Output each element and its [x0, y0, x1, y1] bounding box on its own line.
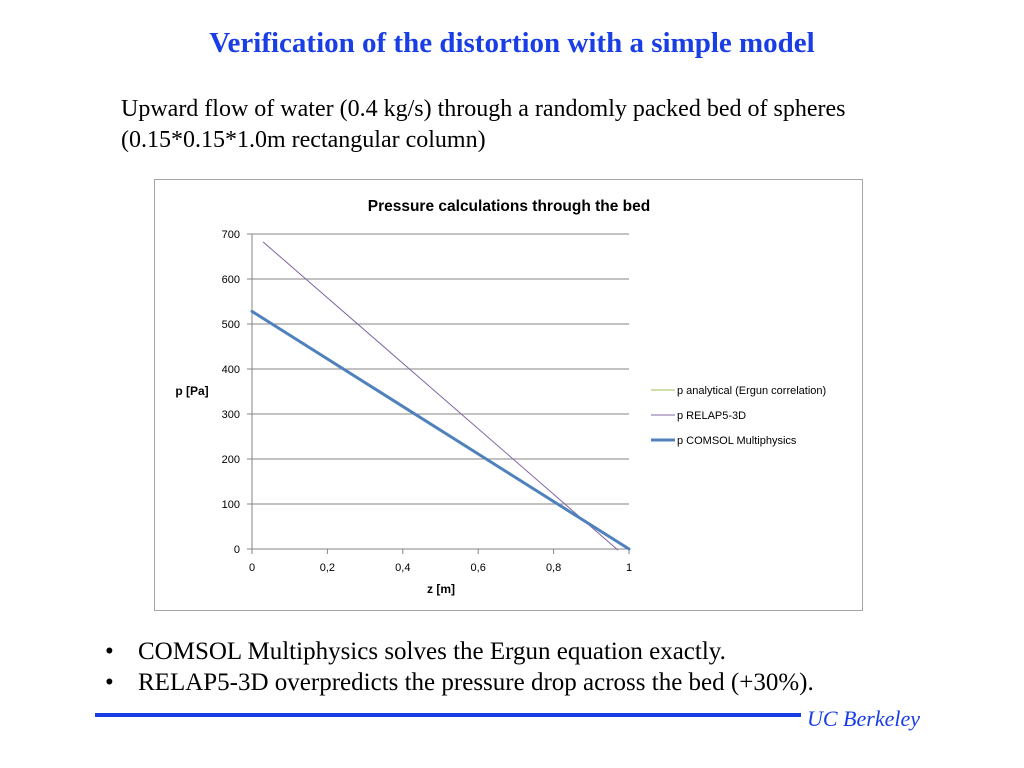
x-tick-label: 1	[626, 562, 632, 574]
bullet-text: RELAP5-3D overpredicts the pressure drop…	[138, 669, 814, 696]
x-tick-label: 0	[249, 562, 255, 574]
bullet-list: • COMSOL Multiphysics solves the Ergun e…	[105, 636, 814, 698]
series-layer	[250, 241, 631, 551]
series-line-2	[250, 309, 631, 551]
y-tick-label: 300	[222, 409, 240, 421]
x-tick-label: 0,8	[546, 562, 561, 574]
x-axis-label: z [m]	[427, 582, 455, 596]
footer-rule	[95, 713, 801, 717]
footer-brand: UC Berkeley	[807, 706, 920, 731]
y-tick-label: 700	[222, 229, 240, 241]
bullet-item: • COMSOL Multiphysics solves the Ergun e…	[105, 636, 814, 667]
chart-frame: Pressure calculations through the bed 0 10…	[154, 179, 863, 611]
x-tick-label: 0,6	[471, 562, 486, 574]
pressure-chart: Pressure calculations through the bed010…	[175, 198, 826, 596]
y-axis-label: p [Pa]	[175, 384, 208, 398]
axis-layer	[247, 233, 630, 554]
label-layer: Pressure calculations through the bed010…	[175, 198, 650, 596]
y-tick-label: 400	[222, 364, 240, 376]
chart-title: Pressure calculations through the bed	[368, 198, 651, 215]
legend-label: p COMSOL Multiphysics	[677, 435, 797, 447]
y-tick-label: 600	[222, 274, 240, 286]
bullet-symbol: •	[105, 638, 114, 665]
bullet-symbol: •	[105, 669, 114, 696]
y-tick-label: 0	[234, 544, 240, 556]
legend-label: p analytical (Ergun correlation)	[677, 385, 826, 397]
legend-label: p RELAP5-3D	[677, 410, 746, 422]
x-tick-label: 0,4	[395, 562, 410, 574]
slide-title: Verification of the distortion with a si…	[209, 27, 815, 59]
legend-layer: p analytical (Ergun correlation) p RELAP5…	[651, 385, 826, 447]
intro-text: Upward flow of water (0.4 kg/s) through …	[121, 96, 846, 153]
bullet-item: • RELAP5-3D overpredicts the pressure dr…	[105, 667, 814, 698]
y-tick-label: 500	[222, 319, 240, 331]
y-tick-label: 200	[222, 454, 240, 466]
x-tick-label: 0,2	[320, 562, 335, 574]
y-tick-label: 100	[222, 499, 240, 511]
series-line-1	[262, 241, 619, 551]
grid-layer	[252, 233, 629, 550]
bullet-text: COMSOL Multiphysics solves the Ergun equ…	[138, 638, 726, 665]
